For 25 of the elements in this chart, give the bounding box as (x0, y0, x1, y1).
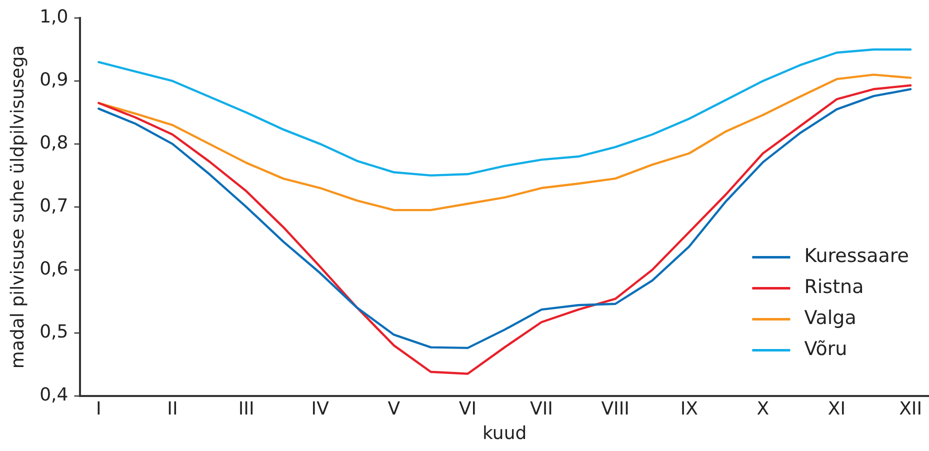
x-tick-label: XI (828, 398, 846, 420)
y-tick-label: 0,6 (40, 258, 68, 280)
y-tick-label: 0,9 (40, 70, 68, 91)
y-tick-label: 0,7 (40, 196, 68, 217)
x-tick-label: VIII (601, 398, 630, 420)
y-tick-label: 0,4 (40, 384, 68, 406)
x-tick-label: V (388, 398, 401, 420)
y-tick-label: 0,5 (40, 322, 68, 343)
x-axis-title: kuud (482, 422, 527, 444)
y-axis-title: madal pilvisuse suhe üldpilvisusega (7, 45, 28, 369)
x-tick-label: III (238, 398, 254, 420)
x-tick-label: II (167, 398, 178, 420)
legend-label: Kuressaare (804, 245, 910, 268)
legend-label: Võru (804, 338, 848, 360)
legend-label: Ristna (804, 276, 864, 298)
x-tick-label: X (756, 398, 770, 420)
x-tick-label: VII (530, 398, 553, 420)
y-tick-label: 1,0 (40, 6, 68, 28)
x-tick-label: IV (311, 398, 330, 420)
x-tick-label: VI (458, 398, 477, 420)
legend-label: Valga (804, 307, 856, 330)
x-tick-label: XII (899, 398, 922, 420)
x-tick-label: IX (680, 398, 698, 420)
y-tick-label: 0,8 (40, 132, 68, 154)
x-tick-label: I (96, 398, 102, 420)
